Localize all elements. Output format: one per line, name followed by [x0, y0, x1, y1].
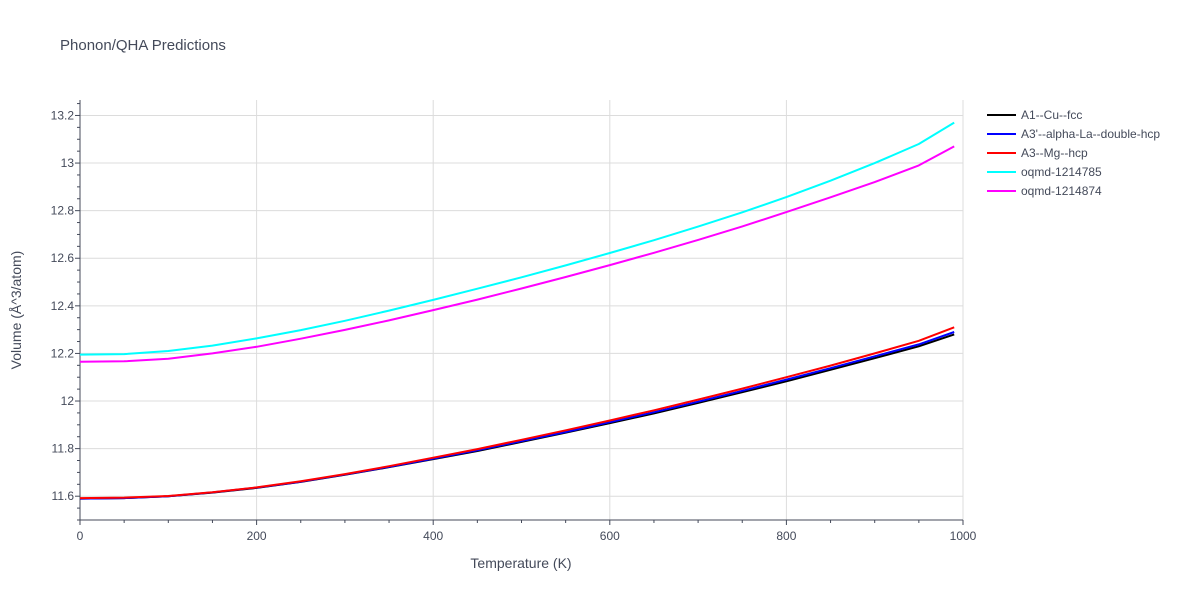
legend-item-label: A3--Mg--hcp	[1021, 146, 1088, 160]
series-line-a3-mg-hcp	[79, 326, 955, 500]
y-tick-label: 13	[61, 156, 75, 170]
x-tick-label: 1000	[950, 529, 977, 543]
grid	[80, 100, 964, 520]
y-tick-label: 12.4	[51, 299, 75, 313]
y-tick-label: 12.8	[51, 204, 75, 218]
series-line-a3-alpha-la-double-hcp	[79, 331, 955, 500]
y-tick-label: 12.2	[51, 346, 75, 360]
legend-item-label: oqmd-1214874	[1021, 184, 1102, 198]
axes: 0 200 400 600 800 1000 11.6 11.8 12 12.2 12.4 12.6 1…	[51, 100, 977, 543]
y-tick-label: 13.2	[51, 108, 75, 122]
series-lines	[79, 121, 955, 500]
series-line-oqmd-1214874	[79, 145, 955, 363]
series-line-oqmd-1214785	[79, 121, 955, 356]
legend-item-label: oqmd-1214785	[1021, 165, 1102, 179]
x-axis-label: Temperature (K)	[470, 555, 571, 571]
y-tick-label: 12	[61, 394, 75, 408]
y-tick-label: 11.8	[52, 442, 75, 456]
x-tick-label: 600	[600, 529, 620, 543]
legend-item-label: A1--Cu--fcc	[1021, 108, 1082, 122]
legend: A1--Cu--fcc A3'--alpha-La--double-hcp A3--…	[987, 108, 1160, 198]
chart-title: Phonon/QHA Predictions	[60, 37, 226, 54]
x-tick-label: 0	[77, 529, 84, 543]
x-tick-label: 400	[423, 529, 443, 543]
y-tick-label: 11.6	[52, 489, 75, 503]
series-line-a1-cu-fcc	[79, 333, 955, 500]
y-tick-label: 12.6	[51, 251, 75, 265]
legend-item-label: A3'--alpha-La--double-hcp	[1021, 127, 1160, 141]
x-tick-label: 200	[247, 529, 267, 543]
y-axis-label: Volume (Å^3/atom)	[8, 251, 24, 370]
x-tick-label: 800	[776, 529, 796, 543]
